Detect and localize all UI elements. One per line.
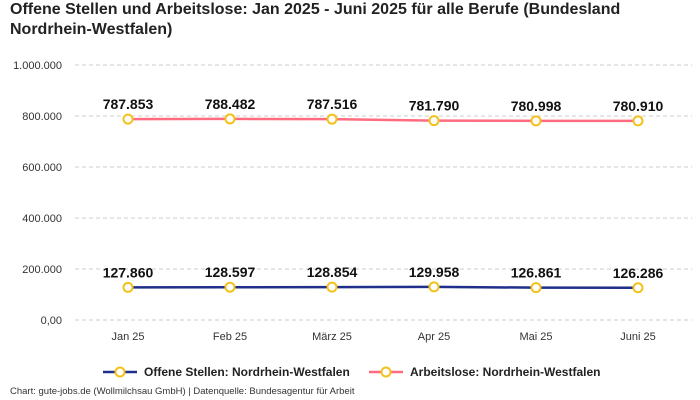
data-point — [530, 115, 542, 127]
data-label: 780.910 — [613, 98, 664, 114]
data-label: 128.854 — [307, 264, 358, 280]
data-label: 781.790 — [409, 98, 460, 114]
data-point — [632, 282, 644, 294]
x-tick-label: Juni 25 — [620, 331, 655, 343]
data-label: 126.861 — [511, 265, 562, 281]
data-point — [632, 115, 644, 127]
legend-item-arbeitslose[interactable]: Arbeitslose: Nordrhein-Westfalen — [368, 363, 600, 381]
data-point — [224, 113, 236, 125]
y-tick-label: 0,00 — [41, 315, 62, 327]
x-tick-label: Feb 25 — [213, 331, 247, 343]
data-label: 128.597 — [205, 264, 256, 280]
data-point — [122, 281, 134, 293]
series-line — [127, 285, 639, 290]
series-line — [127, 117, 639, 123]
x-tick-label: Apr 25 — [418, 331, 450, 343]
line-chart: 0,00 200.000 400.000 600.000 800.000 1.000.00… — [13, 60, 692, 343]
data-label: 129.958 — [409, 264, 460, 280]
data-point — [326, 113, 338, 125]
data-label: 788.482 — [205, 96, 256, 112]
legend-label-arbeitslose: Arbeitslose: Nordrhein-Westfalen — [410, 365, 601, 379]
data-point — [326, 281, 338, 293]
data-point — [428, 281, 440, 293]
y-tick-label: 1.000.000 — [13, 60, 62, 72]
y-tick-label: 600.000 — [22, 162, 62, 174]
data-point — [122, 113, 134, 125]
x-tick-label: Mai 25 — [519, 331, 552, 343]
x-tick-label: Jan 25 — [111, 331, 144, 343]
source-footer: Chart: gute-jobs.de (Wollmilchsau GmbH) … — [10, 386, 355, 397]
legend-item-offene-stellen[interactable]: Offene Stellen: Nordrhein-Westfalen — [102, 363, 350, 381]
data-label: 787.516 — [307, 96, 358, 112]
data-label: 127.860 — [103, 264, 154, 280]
y-tick-label: 200.000 — [22, 264, 62, 276]
y-tick-label: 400.000 — [22, 213, 62, 225]
data-label: 780.998 — [511, 98, 562, 114]
chart-title: Offene Stellen und Arbeitslose: Jan 2025… — [10, 1, 621, 38]
data-label: 126.286 — [613, 265, 664, 281]
legend-label-offene-stellen: Offene Stellen: Nordrhein-Westfalen — [144, 365, 350, 379]
legend: Offene Stellen: Nordrhein-Westfalen Arbe… — [0, 363, 700, 381]
legend-marker-arbeitslose-icon — [369, 366, 403, 378]
data-label: 787.853 — [103, 96, 154, 112]
legend-marker-offene-stellen-icon — [103, 366, 137, 378]
data-point — [428, 115, 440, 127]
y-tick-label: 800.000 — [22, 111, 62, 123]
data-point — [530, 282, 542, 294]
x-tick-label: März 25 — [312, 331, 352, 343]
data-point — [224, 281, 236, 293]
